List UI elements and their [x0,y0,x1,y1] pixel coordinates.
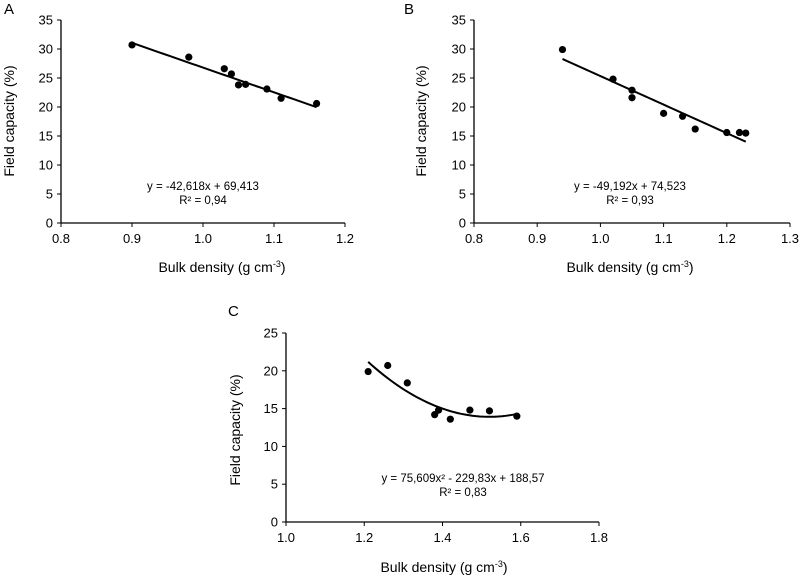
data-point [678,112,687,120]
r-squared: R² = 0,93 [606,195,654,207]
y-axis-label: Field capacity (%) [413,65,429,176]
x-tick-label: 1.1 [265,231,283,246]
y-tick-label: 10 [264,439,278,454]
data-point [403,379,411,387]
trendline [562,58,747,143]
data-point [384,361,392,370]
y-tick-label: 15 [39,129,53,144]
y-tick-label: 35 [39,13,53,28]
panel-b: B 0 5 10 15 20 25 30 35 0.8 0.9 1.0 1.1 1.2 1.3 Bulk de… [404,1,799,275]
trendline [131,41,317,109]
panel-label: B [404,1,414,18]
panel-a: A 0 5 10 15 20 25 30 35 0.8 0.9 1.0 1.1 1.2 Bulk densi… [1,1,354,275]
y-tick-label: 5 [271,477,278,492]
panel-c: C 0 5 10 15 20 25 1.0 1.2 1.4 1.6 1.8 Bulk density (… [227,303,608,575]
y-tick-label: 30 [39,42,53,57]
x-tick-label: 0.8 [52,231,70,246]
y-tick-label: 25 [264,326,278,341]
x-axis-label: Bulk density (g cm-3) [380,559,507,575]
data-point [185,53,193,61]
x-tick-label: 1.0 [277,530,295,545]
x-axis-label: Bulk density (g cm-3) [158,259,285,275]
x-tick-label: 1.2 [336,231,354,246]
y-tick-label: 35 [452,13,466,28]
data-point [434,406,443,414]
y-tick-label: 0 [459,216,466,231]
x-tick-label: 1.2 [718,231,736,246]
panel-label: C [228,303,239,320]
data-point [466,406,474,414]
y-tick-label: 20 [264,363,278,378]
data-point [364,367,372,376]
panel-label: A [4,1,14,18]
y-tick-label: 15 [264,401,278,416]
data-point [723,128,731,137]
data-point [609,75,617,83]
regression-equation: y = -42,618x + 69,413 [147,181,259,193]
data-point [227,70,235,78]
data-point [691,125,699,133]
data-point [485,407,494,415]
y-tick-label: 5 [459,187,466,202]
x-tick-label: 1.2 [355,530,373,545]
trendline [367,361,518,418]
x-tick-label: 1.4 [433,530,451,545]
data-point [628,94,636,102]
y-axis-label: Field capacity (%) [227,374,243,485]
x-tick-label: 1.0 [591,231,609,246]
x-axis-label: Bulk density (g cm-3) [566,259,693,275]
data-point [277,94,285,102]
data-point [513,412,521,420]
regression-equation: y = 75,609x² - 229,83x + 188,57 [381,473,544,485]
y-axis-label: Field capacity (%) [1,65,17,176]
data-point [263,85,271,93]
data-point [313,99,321,108]
data-point [660,109,668,117]
x-tick-label: 1.0 [194,231,212,246]
r-squared: R² = 0,94 [179,195,227,207]
y-tick-label: 10 [452,158,466,173]
y-tick-label: 20 [39,100,53,115]
data-point [220,65,228,73]
y-tick-label: 0 [46,216,53,231]
regression-equation: y = -49,192x + 74,523 [574,181,686,193]
x-tick-label: 1.6 [512,530,530,545]
x-tick-label: 0.8 [465,231,483,246]
x-tick-label: 1.1 [655,231,673,246]
y-tick-label: 5 [46,187,53,202]
y-tick-label: 30 [452,42,466,57]
data-point [558,45,567,54]
y-tick-label: 20 [452,100,466,115]
x-tick-label: 0.9 [528,231,546,246]
x-tick-label: 0.9 [123,231,141,246]
x-tick-label: 1.3 [781,231,799,246]
y-tick-label: 0 [271,515,278,530]
y-tick-label: 25 [39,71,53,86]
data-point [128,41,136,49]
y-tick-label: 25 [452,71,466,86]
y-tick-label: 15 [452,129,466,144]
data-point [735,128,744,137]
x-tick-label: 1.8 [590,530,608,545]
data-point [446,415,454,423]
data-point [234,81,243,89]
data-point [742,129,750,137]
data-point [242,80,250,88]
data-point [628,86,636,94]
y-tick-label: 10 [39,158,53,173]
r-squared: R² = 0,83 [439,487,487,499]
